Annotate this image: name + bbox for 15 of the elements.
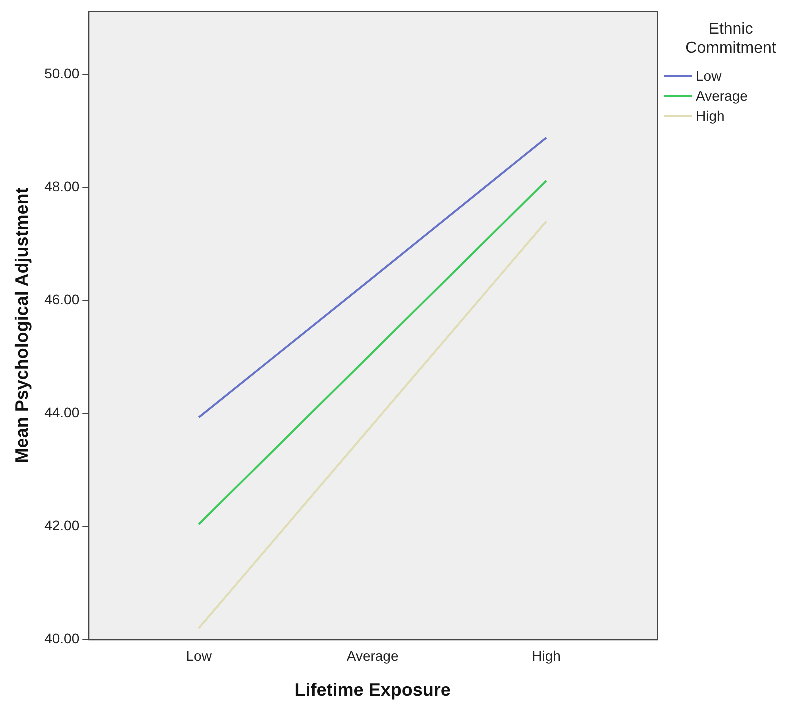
legend-title: Ethnic Commitment — [684, 20, 778, 58]
x-tick-label: Low — [186, 648, 213, 664]
x-axis-title: Lifetime Exposure — [294, 680, 451, 700]
x-tick-label: Average — [346, 648, 399, 664]
y-tick-label: 40.00 — [44, 630, 80, 646]
y-tick-label: 50.00 — [44, 66, 80, 82]
x-tick-label: High — [532, 648, 561, 664]
y-tick-label: 42.00 — [44, 517, 80, 534]
legend-label: Average — [696, 88, 748, 104]
legend-label: High — [696, 108, 725, 124]
y-tick-label: 44.00 — [44, 404, 80, 420]
legend-label: Low — [696, 68, 722, 84]
y-tick-label: 46.00 — [44, 292, 80, 308]
y-tick-label: 48.00 — [44, 178, 80, 195]
y-axis-title: Mean Psychological Adjustment — [12, 188, 32, 464]
